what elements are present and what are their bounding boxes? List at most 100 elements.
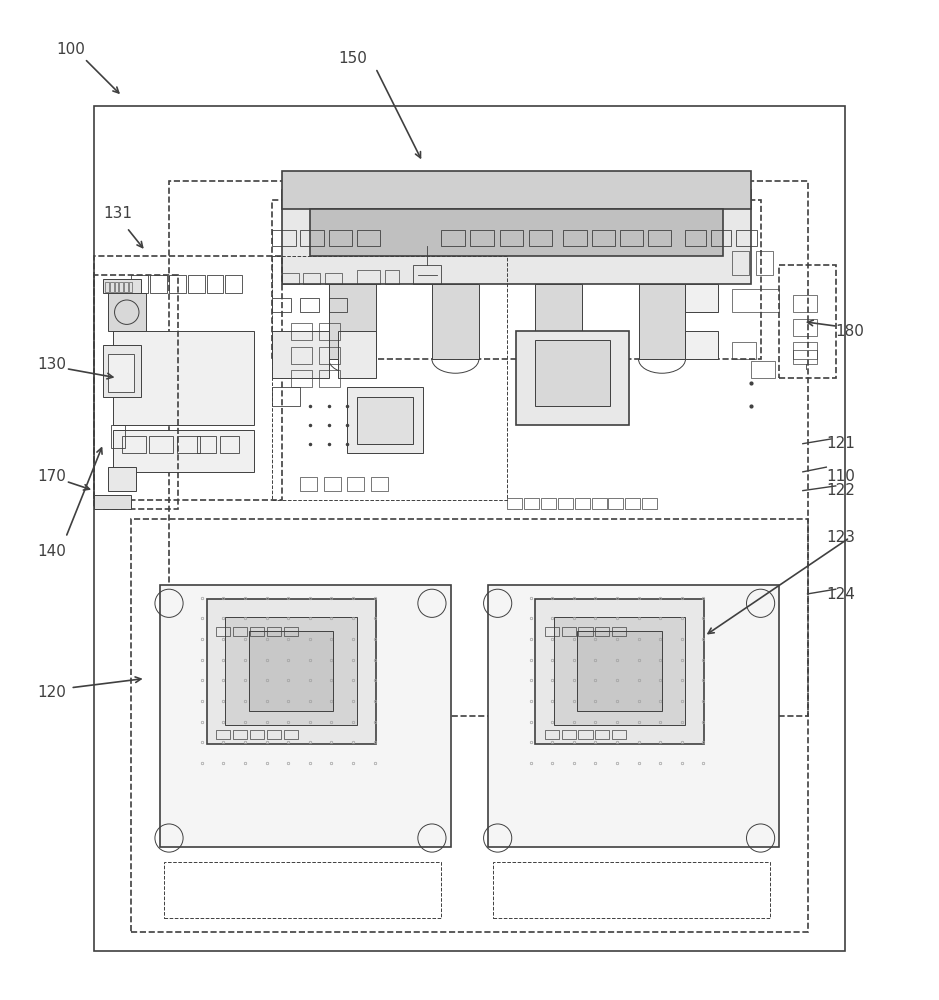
Bar — [160, 585, 451, 847]
Bar — [625, 498, 640, 509]
Bar — [779, 265, 836, 378]
Bar — [225, 617, 357, 725]
Bar — [220, 436, 239, 453]
Bar — [131, 519, 808, 932]
Text: 130: 130 — [38, 357, 67, 372]
Bar — [115, 282, 118, 292]
Bar — [575, 498, 590, 509]
Bar — [329, 298, 347, 312]
Bar — [535, 340, 610, 406]
Bar — [371, 477, 388, 491]
Bar — [267, 730, 281, 739]
Text: 124: 124 — [826, 587, 855, 602]
Bar — [105, 282, 109, 292]
Bar — [545, 627, 559, 636]
Bar — [284, 730, 298, 739]
Bar — [592, 230, 615, 246]
Bar — [357, 397, 413, 444]
Bar — [592, 498, 607, 509]
Bar — [562, 627, 576, 636]
Bar — [516, 331, 629, 425]
Bar — [793, 295, 817, 312]
Bar — [272, 331, 329, 378]
Bar — [300, 230, 324, 246]
Bar — [122, 436, 146, 453]
Bar — [300, 477, 317, 491]
Bar — [94, 275, 178, 509]
Text: 140: 140 — [38, 544, 67, 559]
Bar — [577, 631, 662, 711]
Bar — [233, 627, 247, 636]
Bar — [524, 498, 539, 509]
Bar — [272, 230, 296, 246]
Bar — [685, 331, 718, 359]
Text: 120: 120 — [38, 685, 67, 700]
Bar — [595, 730, 609, 739]
Bar — [793, 350, 817, 364]
Bar — [732, 342, 756, 359]
Text: 100: 100 — [56, 42, 85, 57]
Text: 131: 131 — [103, 206, 132, 221]
Bar — [129, 282, 132, 292]
Bar — [507, 498, 522, 509]
Bar — [319, 323, 340, 340]
Bar — [347, 387, 423, 453]
Bar — [284, 627, 298, 636]
Bar — [338, 331, 376, 378]
Bar — [756, 251, 773, 275]
Bar — [207, 275, 223, 293]
Bar — [291, 370, 312, 387]
Bar — [272, 256, 507, 500]
Bar — [113, 430, 254, 472]
Bar — [169, 275, 186, 293]
Bar — [149, 436, 173, 453]
Bar — [558, 498, 573, 509]
Text: 123: 123 — [826, 530, 855, 545]
Bar — [207, 599, 376, 744]
Bar — [736, 230, 757, 246]
Bar — [648, 230, 671, 246]
Bar — [94, 106, 845, 951]
Bar — [612, 730, 626, 739]
Bar — [310, 209, 723, 256]
Bar — [642, 498, 657, 509]
Bar — [169, 181, 808, 716]
Bar — [578, 730, 593, 739]
Bar — [164, 862, 441, 918]
Bar — [413, 265, 441, 284]
Bar — [554, 617, 685, 725]
Bar — [111, 425, 125, 448]
Bar — [347, 477, 364, 491]
Bar — [177, 436, 200, 453]
Text: 180: 180 — [836, 324, 865, 339]
Bar — [124, 282, 128, 292]
Bar — [291, 347, 312, 364]
Bar — [188, 275, 205, 293]
Bar — [541, 498, 556, 509]
Bar — [303, 273, 320, 284]
Bar — [470, 230, 494, 246]
Bar — [535, 284, 582, 359]
Text: 150: 150 — [338, 51, 367, 66]
Bar — [535, 599, 704, 744]
Bar — [493, 862, 770, 918]
Bar — [110, 282, 114, 292]
Bar — [595, 627, 609, 636]
Bar — [685, 230, 706, 246]
Text: 110: 110 — [826, 469, 855, 484]
Bar — [793, 342, 817, 359]
Bar — [131, 275, 148, 293]
Bar — [563, 230, 587, 246]
Bar — [357, 230, 380, 246]
Bar — [685, 284, 718, 312]
Bar — [329, 284, 376, 359]
Bar — [612, 627, 626, 636]
Bar — [108, 293, 146, 331]
Bar — [562, 730, 576, 739]
Bar — [272, 298, 291, 312]
Bar — [441, 230, 465, 246]
Bar — [329, 230, 352, 246]
Bar — [319, 347, 340, 364]
Bar — [94, 495, 131, 509]
Bar — [267, 627, 281, 636]
